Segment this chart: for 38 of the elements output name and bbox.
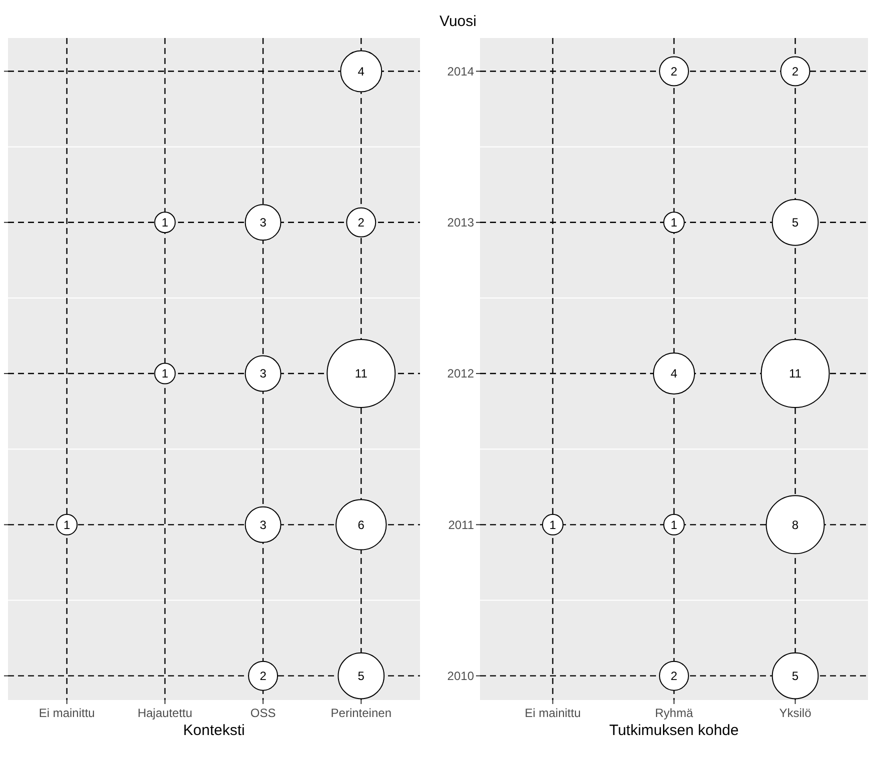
data-label: 2 [260, 669, 267, 684]
data-label: 5 [792, 216, 799, 230]
x-tick-label: Hajautettu [138, 706, 192, 720]
y-tick-label: 2014 [447, 64, 474, 78]
x-tick-label: Ei mainittu [38, 706, 95, 720]
x-tick-label: Perinteinen [330, 706, 392, 720]
y-tick-label: 2012 [447, 366, 474, 381]
y-tick-label: 2011 [448, 518, 474, 532]
data-label: 2 [792, 64, 799, 78]
data-label: 11 [354, 366, 368, 381]
x-tick-label: OSS [250, 706, 276, 720]
data-label: 2 [358, 216, 365, 230]
data-label: 1 [64, 518, 71, 532]
x-axis-title: Tutkimuksen kohde [609, 722, 739, 739]
y-tick-label: 2013 [447, 216, 474, 230]
y-axis-title: Vuosi [440, 13, 476, 30]
data-label: 5 [792, 669, 799, 684]
x-axis-title: Konteksti [183, 722, 245, 739]
data-label: 3 [260, 216, 267, 230]
data-label: 3 [260, 366, 267, 381]
data-label: 1 [670, 518, 678, 532]
data-label: 1 [162, 216, 169, 230]
data-label: 8 [792, 518, 799, 532]
data-label: 1 [549, 518, 556, 532]
data-label: 11 [789, 366, 802, 381]
y-tick-label: 2010 [447, 669, 474, 684]
data-label: 6 [358, 518, 365, 532]
data-label: 2 [670, 669, 678, 684]
data-label: 4 [358, 64, 365, 78]
data-label: 2 [670, 64, 678, 78]
data-label: 4 [670, 366, 678, 381]
data-label: 1 [670, 216, 678, 230]
x-tick-label: Yksilö [779, 706, 812, 720]
data-label: 3 [260, 518, 267, 532]
data-label: 1 [162, 366, 169, 381]
data-label: 5 [358, 669, 365, 684]
x-tick-label: Ei mainittu [524, 706, 581, 720]
x-tick-label: Ryhmä [654, 706, 694, 720]
